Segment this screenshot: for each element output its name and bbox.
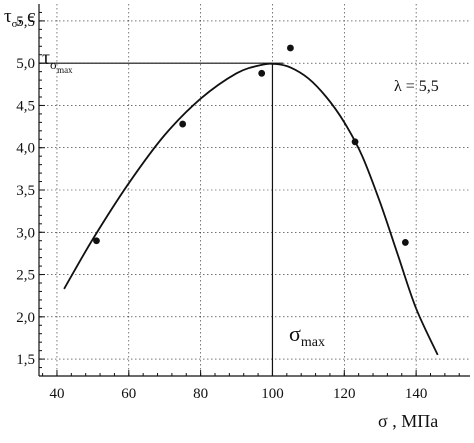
data-point: [93, 237, 100, 245]
data-points: [93, 44, 409, 246]
x-tick-label: 80: [193, 386, 208, 402]
fit-curve: [63, 62, 439, 356]
data-point: [179, 120, 187, 128]
grid-layer: [39, 4, 470, 376]
y-axis-title: τσ, с: [4, 6, 36, 30]
tau-max-sub: σ: [50, 57, 57, 72]
sigma-max-main: σ: [289, 321, 301, 346]
x-tick-label: 40: [49, 386, 64, 402]
tau-max-subsub: max: [57, 65, 73, 75]
y-tick-label: 3,5: [16, 183, 35, 199]
y-axis-title-sub: σ: [12, 18, 18, 30]
data-point: [287, 44, 294, 52]
x-axis-title: σ , МПа: [378, 411, 438, 431]
sigma-max-label: σmax: [289, 321, 325, 350]
y-tick-label: 5,5: [16, 14, 35, 30]
reference-lines: [39, 62, 284, 376]
sigma-max-sub: max: [301, 335, 325, 350]
tick-layer: 1,5 2,0 2,5 3,0 3,5 4,0 4,5 5,0 5,5 40 60 80 100 120 1…: [16, 11, 460, 402]
x-tick-label: 100: [261, 386, 284, 402]
data-point: [401, 239, 409, 246]
tau-max-main: τ: [42, 47, 50, 69]
lambda-label: λ = 5,5: [394, 78, 439, 95]
y-tick-label: 4,0: [16, 141, 35, 157]
tau-max-label: τσmax: [42, 47, 73, 75]
y-tick-label: 2,5: [16, 268, 35, 284]
y-axis-title-main: τ: [4, 6, 12, 27]
x-tick-label: 60: [121, 386, 136, 402]
y-tick-label: 1,5: [16, 352, 35, 368]
y-axis-title-suffix: , с: [18, 6, 36, 27]
y-tick-label: 3,0: [16, 225, 35, 241]
data-point: [351, 138, 359, 146]
y-tick-label: 5,0: [16, 56, 35, 72]
x-tick-label: 140: [405, 386, 428, 402]
y-tick-label: 4,5: [16, 98, 35, 114]
data-point: [258, 69, 266, 77]
y-tick-label: 2,0: [16, 310, 35, 326]
x-tick-label: 120: [333, 386, 356, 402]
